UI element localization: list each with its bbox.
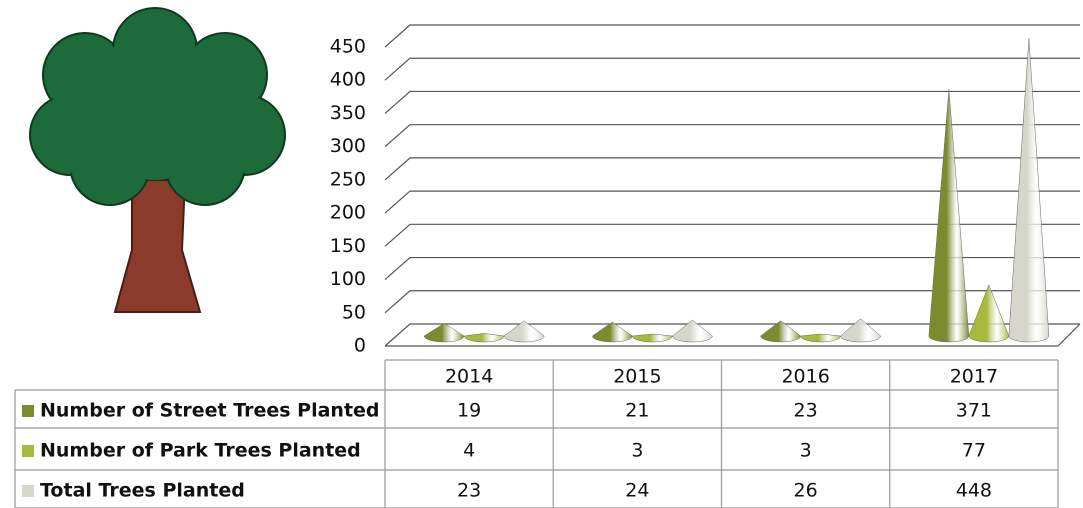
grid-line (384, 124, 1080, 148)
table-value: 371 (956, 400, 992, 422)
y-tick-label: 50 (342, 301, 366, 323)
cone (423, 323, 465, 343)
legend-label: Total Trees Planted (40, 480, 245, 502)
cone (632, 333, 673, 343)
y-tick-label: 100 (330, 268, 366, 290)
y-tick-label: 350 (330, 102, 366, 124)
table-value: 448 (956, 480, 992, 502)
grid-line (384, 24, 1080, 48)
grid-line (384, 290, 1080, 314)
legend-label: Number of Street Trees Planted (40, 400, 380, 422)
x-tick-label: 2015 (613, 366, 661, 388)
table-value: 23 (794, 400, 818, 422)
cone (928, 89, 970, 343)
x-tick-label: 2014 (445, 366, 493, 388)
y-tick-label: 200 (330, 202, 366, 224)
y-tick-label: 250 (330, 168, 366, 190)
table-value: 77 (962, 440, 986, 462)
cone (503, 320, 545, 343)
table-value: 19 (457, 400, 481, 422)
cone (800, 333, 841, 343)
cone (463, 333, 505, 343)
legend-label: Number of Park Trees Planted (40, 440, 361, 462)
cone (592, 321, 633, 343)
grid-line (384, 57, 1080, 81)
grid-line (384, 190, 1080, 214)
table-value: 3 (800, 440, 812, 462)
table-value: 24 (625, 480, 649, 502)
legend-swatch (22, 405, 34, 417)
y-tick-label: 300 (330, 135, 366, 157)
axis-line (1057, 323, 1081, 347)
x-tick-label: 2017 (950, 366, 998, 388)
grid-line (384, 90, 1080, 114)
table-value: 26 (794, 480, 818, 502)
y-tick-label: 0 (354, 335, 366, 357)
y-tick-label: 450 (330, 36, 366, 58)
grid-line (384, 157, 1080, 181)
tree-icon (29, 7, 286, 313)
legend-swatch (22, 445, 34, 457)
legend-swatch (22, 485, 34, 497)
y-tick-label: 400 (330, 69, 366, 91)
cone (840, 318, 881, 343)
x-tick-label: 2016 (781, 366, 829, 388)
table-value: 3 (631, 440, 643, 462)
grid-line (384, 256, 1080, 281)
grid-line (384, 223, 1080, 247)
table-value: 23 (457, 480, 481, 502)
cone (968, 284, 1010, 343)
cone (1008, 38, 1050, 343)
table-value: 21 (625, 400, 649, 422)
y-tick-label: 150 (330, 235, 366, 257)
table-value: 4 (463, 440, 475, 462)
cone (672, 319, 713, 343)
